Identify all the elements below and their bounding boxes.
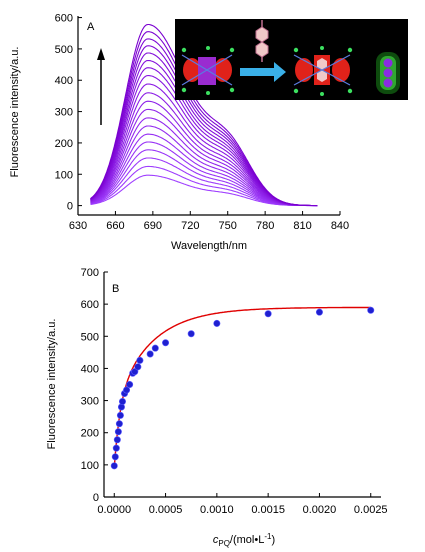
y-tick-label: 500	[55, 44, 73, 56]
panel-b-points	[110, 306, 375, 470]
y-tick-label: 300	[55, 107, 73, 119]
panel-b-axes	[103, 272, 381, 498]
x-tick-label: 840	[331, 220, 349, 232]
x-tick-label: 720	[181, 220, 199, 232]
panel-a-curves	[90, 23, 318, 207]
panel-b-chart: 0.0000 0.0005 0.0010 0.0015 0.0020 0.0025 0 10…	[46, 267, 388, 548]
y-tick-label: 200	[55, 138, 73, 150]
panel-b-y-ticks: 0 100 200 300 400 500 600 700	[81, 267, 108, 504]
inset-image	[175, 19, 408, 100]
spectrum-line	[90, 174, 318, 207]
y-tick-label: 300	[81, 396, 99, 408]
panel-b-letter: B	[112, 283, 119, 295]
data-point	[111, 453, 119, 461]
x-label-sup: -1	[264, 532, 272, 541]
data-point	[367, 306, 375, 314]
panel-a-chart: 630 660 690 720 750 780 810 840 0 100 200 300 400 50…	[9, 13, 408, 252]
x-tick-label: 630	[69, 220, 87, 232]
x-tick-label: 750	[219, 220, 237, 232]
data-point	[126, 380, 134, 388]
data-point	[213, 319, 221, 327]
panel-a-y-axis-label: Fluorescence intensity/a.u.	[9, 47, 21, 178]
data-point	[114, 428, 122, 436]
data-point	[187, 330, 195, 338]
fit-curve	[113, 306, 371, 469]
data-point	[264, 310, 272, 318]
y-tick-label: 200	[81, 428, 99, 440]
x-tick-label: 0.0010	[200, 504, 234, 516]
x-tick-label: 0.0025	[354, 504, 388, 516]
x-label-rest: /(mol•L	[230, 534, 264, 546]
panel-a-x-axis-label: Wavelength/nm	[171, 240, 247, 252]
x-tick-label: 660	[106, 220, 124, 232]
y-tick-label: 100	[55, 169, 73, 181]
data-point	[113, 436, 121, 444]
panel-a-x-ticks: 630 660 690 720 750 780 810 840	[69, 211, 349, 232]
panel-b-x-ticks: 0.0000 0.0005 0.0010 0.0015 0.0020 0.0025	[97, 493, 388, 516]
linker-molecule-icon	[255, 20, 269, 62]
panel-b-y-axis-label: Fluorescence intensity/a.u.	[46, 319, 58, 450]
molecule-complex-icon	[181, 46, 235, 95]
x-tick-label: 0.0000	[97, 504, 131, 516]
data-point	[136, 356, 144, 364]
x-tick-label: 690	[144, 220, 162, 232]
data-point	[134, 363, 142, 371]
y-tick-label: 100	[81, 460, 99, 472]
y-tick-label: 400	[55, 75, 73, 87]
data-point	[151, 344, 159, 352]
x-tick-label: 0.0020	[303, 504, 337, 516]
panel-a-letter: A	[87, 21, 95, 33]
data-point	[123, 386, 131, 394]
assembled-complex-icon	[293, 46, 353, 96]
data-point	[112, 444, 120, 452]
data-point	[116, 411, 124, 419]
data-point	[315, 308, 323, 316]
spectrum-line	[90, 125, 318, 207]
data-point	[110, 462, 118, 470]
data-point	[118, 398, 126, 406]
x-label-c: c	[213, 534, 219, 546]
x-tick-label: 780	[256, 220, 274, 232]
x-label-sub: PQ	[218, 539, 230, 548]
data-point	[162, 339, 170, 347]
y-tick-label: 0	[67, 201, 73, 213]
x-tick-label: 810	[293, 220, 311, 232]
data-point	[115, 420, 123, 428]
green-emission-icon	[376, 52, 400, 94]
x-tick-label: 0.0015	[251, 504, 285, 516]
spectrum-line	[90, 23, 318, 207]
x-label-close: )	[271, 534, 275, 546]
data-point	[146, 350, 154, 358]
panel-a-y-ticks: 0 100 200 300 400 500 600	[55, 13, 82, 213]
y-tick-label: 500	[81, 331, 99, 343]
arrow-right-icon	[240, 62, 286, 82]
y-tick-label: 600	[81, 299, 99, 311]
y-tick-label: 400	[81, 363, 99, 375]
y-tick-label: 0	[93, 492, 99, 504]
x-tick-label: 0.0005	[149, 504, 183, 516]
y-tick-label: 600	[55, 13, 73, 25]
panel-b-x-axis-label: cPQ/(mol•L-1)	[213, 532, 275, 548]
y-tick-label: 700	[81, 267, 99, 279]
increase-arrow-icon	[97, 48, 105, 125]
